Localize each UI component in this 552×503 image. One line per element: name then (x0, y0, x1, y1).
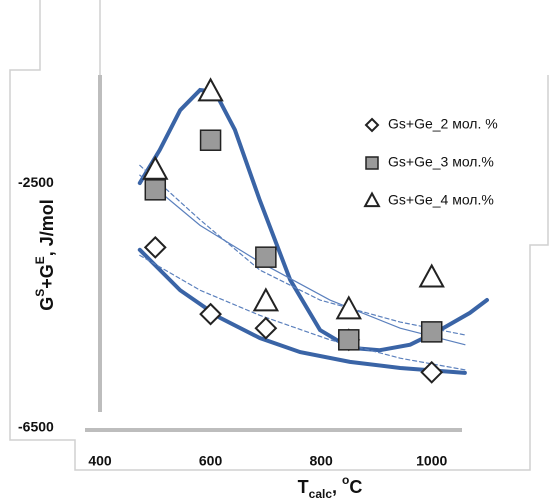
y-tick-label: -2500 (18, 174, 54, 190)
triangle-marker (363, 191, 381, 208)
triangle-marker (335, 295, 362, 320)
square-marker (144, 179, 167, 201)
y-label-part: +G (37, 264, 57, 289)
trend-line (139, 164, 466, 336)
x-label-part: T (298, 477, 309, 497)
x-tick-label: 400 (88, 453, 112, 469)
diamond-marker (143, 235, 167, 259)
x-label-part: calc (309, 487, 333, 501)
legend-label: Gs+Ge_2 мол. % (388, 116, 498, 132)
diamond-marker (254, 316, 278, 340)
diamond-marker (199, 302, 222, 326)
x-tick-label: 600 (199, 453, 223, 469)
y-label-part: E (33, 256, 47, 264)
square-marker (338, 329, 360, 351)
triangle-marker (252, 287, 280, 312)
frame-line (9, 0, 549, 471)
x-tick-label: 800 (309, 453, 333, 469)
square-marker (199, 129, 222, 151)
x-label-part: , (332, 477, 342, 497)
y-label-part: , J/mol (37, 199, 57, 256)
trend-line (139, 254, 466, 371)
diamond-marker (364, 117, 380, 133)
x-axis-label: Tcalc, oC (298, 473, 363, 501)
y-label-part: S (33, 289, 47, 297)
diamond-marker (420, 360, 444, 384)
y-label-part: G (37, 297, 57, 311)
trend-line (139, 174, 466, 346)
x-tick-label: 1000 (416, 453, 447, 469)
x-label-part: o (342, 473, 349, 487)
square-marker (365, 156, 379, 170)
triangle-marker (142, 155, 169, 180)
triangle-marker (418, 263, 445, 288)
legend-label: Gs+Ge_3 мол.% (388, 154, 494, 170)
legend-label: Gs+Ge_4 мол.% (388, 192, 494, 208)
frame (9, 0, 549, 471)
square-marker (255, 246, 277, 268)
square-marker (420, 321, 443, 343)
x-label-part: C (349, 477, 362, 497)
trend-line (137, 247, 467, 375)
triangle-marker (197, 77, 224, 102)
y-tick-label: -6500 (18, 419, 54, 435)
y-axis-label: GS+GE, J/mol (33, 199, 57, 311)
